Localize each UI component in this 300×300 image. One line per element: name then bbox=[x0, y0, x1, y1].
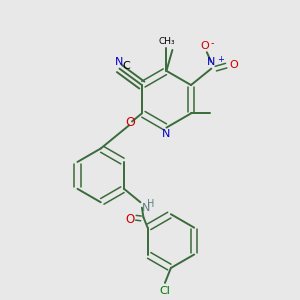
Text: N: N bbox=[162, 129, 171, 139]
Text: N: N bbox=[142, 203, 150, 213]
Text: N: N bbox=[207, 57, 215, 67]
Text: -: - bbox=[210, 38, 214, 48]
Text: O: O bbox=[125, 213, 135, 226]
Text: O: O bbox=[230, 60, 239, 70]
Text: Cl: Cl bbox=[160, 286, 170, 296]
Text: +: + bbox=[217, 55, 224, 64]
Text: O: O bbox=[200, 41, 209, 51]
Text: N: N bbox=[115, 57, 123, 67]
Text: C: C bbox=[122, 61, 130, 71]
Text: CH₃: CH₃ bbox=[158, 37, 175, 46]
Text: O: O bbox=[126, 116, 135, 130]
Text: H: H bbox=[147, 199, 154, 209]
